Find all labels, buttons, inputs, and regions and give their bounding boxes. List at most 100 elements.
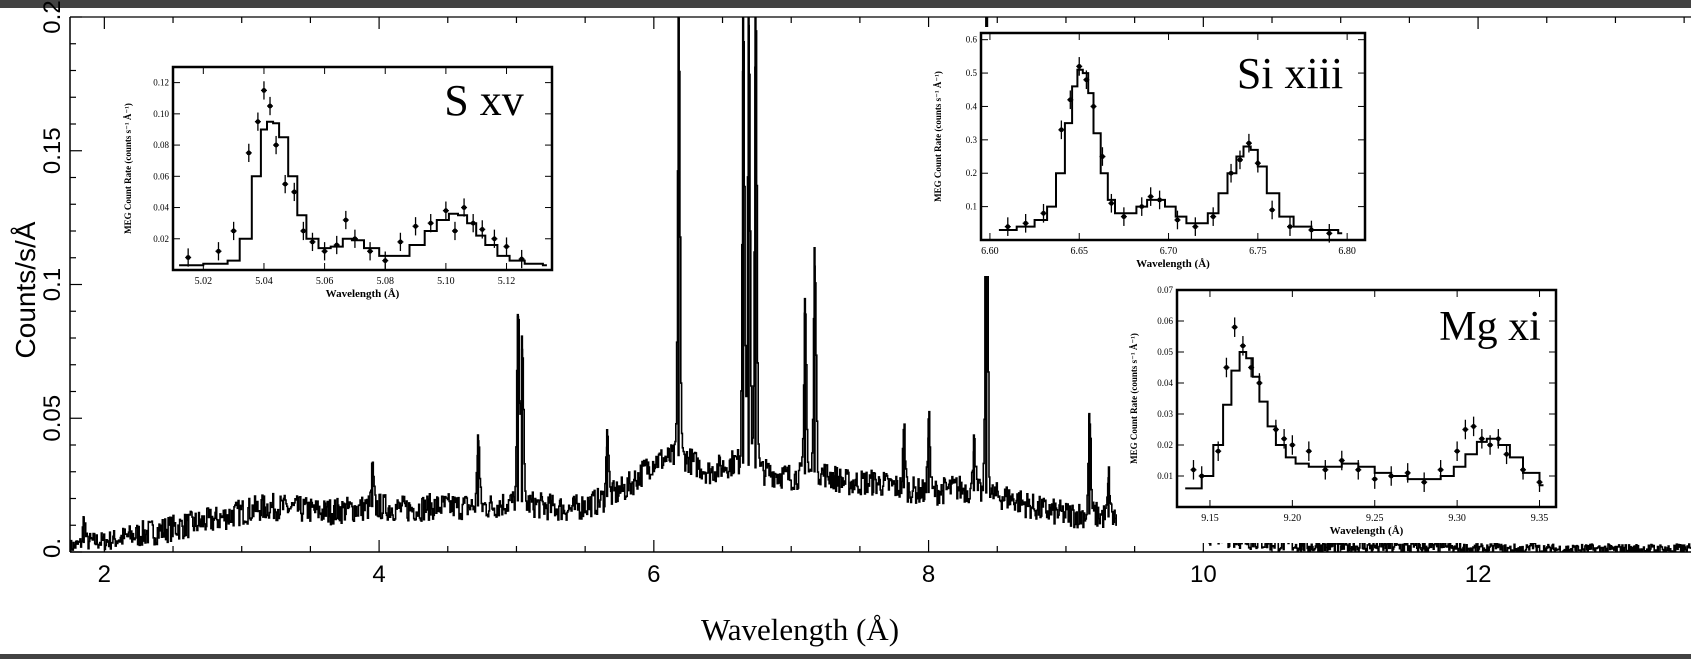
inset-data-point xyxy=(470,220,476,226)
inset-data-point xyxy=(1091,104,1096,109)
inset-x-tick-label: 9.35 xyxy=(1531,513,1549,524)
inset-x-tick-label: 9.30 xyxy=(1448,513,1466,524)
inset-frame xyxy=(979,31,1367,242)
inset-data-point xyxy=(1199,473,1205,479)
inset-data-point xyxy=(1058,127,1064,133)
inset-data-point xyxy=(1246,140,1252,146)
inset-y-tick-label: 0.02 xyxy=(153,234,169,244)
inset-data-point xyxy=(1462,427,1468,432)
inset-data-point xyxy=(443,208,449,214)
inset-data-point xyxy=(1322,467,1328,473)
inset-data-point xyxy=(1355,467,1361,473)
inset-data-point xyxy=(1175,217,1180,223)
inset-data-point xyxy=(1248,365,1254,370)
inset-data-point xyxy=(322,248,327,254)
inset-data-point xyxy=(1479,436,1485,442)
inset-background xyxy=(1117,284,1562,543)
inset-data-point xyxy=(1210,214,1216,220)
inset-x-tick-label: 5.08 xyxy=(376,276,394,287)
inset-data-point xyxy=(1495,436,1501,442)
inset-data-point xyxy=(334,242,340,248)
inset-data-point xyxy=(479,227,485,232)
inset-data-point xyxy=(1237,157,1243,163)
inset-data-point xyxy=(1067,97,1073,103)
inset-y-tick-label: 0.04 xyxy=(153,203,169,213)
inset-y-tick-label: 0.03 xyxy=(1157,409,1173,419)
inset-y-tick-label: 0.04 xyxy=(1157,378,1173,388)
inset-title: Si xiii xyxy=(1237,49,1343,98)
inset-data-point xyxy=(1192,224,1198,230)
inset-model-series xyxy=(998,68,1343,235)
inset-data-point xyxy=(1438,467,1444,473)
inset-y-tick-label: 0.01 xyxy=(1157,471,1173,481)
inset-title: Mg xi xyxy=(1439,304,1541,350)
inset-data-point xyxy=(310,239,315,245)
inset-data-point xyxy=(185,255,191,260)
inset-x-tick-label: 5.04 xyxy=(255,276,273,287)
inset-y-tick-label: 0.06 xyxy=(1157,316,1173,326)
inset-data-point xyxy=(452,228,458,234)
inset-data-point xyxy=(1191,467,1196,473)
inset-frame xyxy=(171,65,554,272)
inset-data-point xyxy=(1388,473,1394,479)
inset-y-tick-label: 0.4 xyxy=(966,101,978,111)
inset-data-point xyxy=(267,103,273,109)
x-tick-label: 10 xyxy=(1190,561,1217,588)
inset-data-point xyxy=(1306,448,1312,454)
inset-data-point xyxy=(1041,210,1046,216)
inset-x-tick-label: 9.20 xyxy=(1284,513,1302,524)
y-tick-label: 0.15 xyxy=(39,127,66,174)
inset-data-point xyxy=(273,142,279,148)
x-tick-label: 8 xyxy=(922,561,935,588)
inset-y-tick-label: 0.6 xyxy=(966,35,978,45)
inset-x-tick-label: 5.06 xyxy=(316,276,334,287)
inset-y-tick-label: 0.02 xyxy=(1157,440,1173,450)
inset-data-point xyxy=(1005,224,1011,230)
inset-data-point xyxy=(1232,324,1238,330)
y-tick-label: 0.2 xyxy=(39,0,66,33)
inset-y-tick-label: 0.3 xyxy=(966,135,978,145)
inset-data-point xyxy=(398,239,403,245)
inset-data-point xyxy=(1487,442,1493,448)
inset-x-tick-label: 6.60 xyxy=(981,246,999,257)
inset-data-point xyxy=(231,228,237,234)
inset-data-point xyxy=(1537,479,1542,485)
inset-y-axis-label: MEG Count Rate (counts s⁻¹ Å⁻¹) xyxy=(933,71,943,202)
inset-data-point xyxy=(1289,442,1295,448)
inset-data-point xyxy=(1256,380,1262,386)
inset-data-point xyxy=(282,181,288,187)
inset-x-tick-label: 6.70 xyxy=(1160,246,1178,257)
inset-x-axis-label: Wavelength (Å) xyxy=(1330,525,1404,537)
inset-data-point xyxy=(1273,427,1279,432)
inset-data-point xyxy=(1520,467,1526,473)
inset-data-point xyxy=(1421,479,1427,485)
inset-data-point xyxy=(261,88,267,93)
inset-x-tick-label: 6.80 xyxy=(1338,246,1356,257)
inset-data-point xyxy=(1339,458,1345,463)
inset-data-point xyxy=(491,236,497,242)
inset-y-tick-label: 0.2 xyxy=(966,168,977,178)
inset-frame xyxy=(1175,288,1558,509)
inset-data-point xyxy=(255,119,261,125)
inset-x-tick-label: 9.25 xyxy=(1366,513,1384,524)
inset-data-point xyxy=(1076,63,1082,69)
inset-data-point xyxy=(1471,424,1477,429)
inset-data-point xyxy=(1326,230,1332,236)
inset-data-point xyxy=(1309,227,1314,233)
inset-data-point xyxy=(343,217,349,223)
inset-y-tick-label: 0.5 xyxy=(966,68,978,78)
inset-data-point xyxy=(1100,154,1105,159)
inset-sixiii: 6.60 6.65 6.70 6.75 6.80 0.1 0.2 0.3 0.4 0.5 0.6 Wa… xyxy=(921,27,1371,276)
inset-x-tick-label: 6.65 xyxy=(1070,246,1088,257)
inset-y-tick-label: 0.05 xyxy=(1157,347,1173,357)
inset-background xyxy=(921,27,1371,276)
inset-data-point xyxy=(413,223,418,229)
inset-data-point xyxy=(1255,160,1261,166)
inset-title: S xv xyxy=(444,76,523,125)
inset-y-tick-label: 0.12 xyxy=(153,78,169,88)
x-tick-label: 2 xyxy=(98,561,111,588)
inset-data-point xyxy=(1504,451,1509,457)
inset-y-tick-label: 0.06 xyxy=(153,171,169,181)
